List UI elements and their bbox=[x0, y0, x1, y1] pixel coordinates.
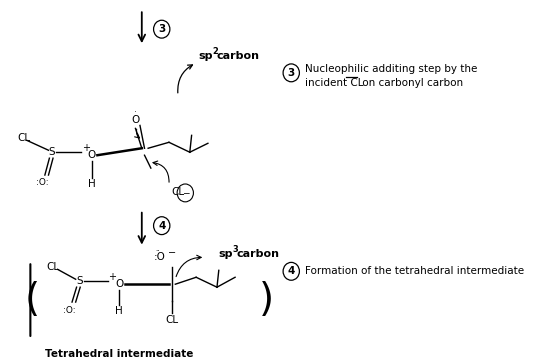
Text: +: + bbox=[108, 272, 116, 282]
Text: 3: 3 bbox=[288, 68, 295, 78]
Text: S: S bbox=[76, 276, 83, 286]
Text: ): ) bbox=[259, 281, 274, 319]
Text: carbon: carbon bbox=[237, 249, 280, 260]
Text: :O:: :O: bbox=[36, 178, 48, 187]
Text: CL: CL bbox=[165, 315, 178, 325]
Text: 4: 4 bbox=[158, 221, 166, 231]
Text: O: O bbox=[88, 150, 96, 160]
Text: 3: 3 bbox=[232, 245, 238, 254]
Text: −: − bbox=[182, 189, 189, 197]
Text: :O:: :O: bbox=[63, 305, 76, 314]
Text: CL: CL bbox=[18, 133, 31, 143]
Text: CL: CL bbox=[47, 262, 60, 272]
Text: Nucleophilic additing step by the: Nucleophilic additing step by the bbox=[305, 64, 477, 74]
Text: 4: 4 bbox=[288, 266, 295, 276]
Text: Formation of the tetrahedral intermediate: Formation of the tetrahedral intermediat… bbox=[305, 266, 524, 276]
Text: 3: 3 bbox=[158, 24, 165, 34]
Text: incident CL: incident CL bbox=[305, 78, 363, 88]
Text: carbon: carbon bbox=[217, 51, 260, 61]
Text: O: O bbox=[131, 115, 140, 126]
Text: sp: sp bbox=[219, 249, 233, 260]
Text: H: H bbox=[115, 306, 123, 316]
Text: sp: sp bbox=[199, 51, 213, 61]
Text: H: H bbox=[88, 179, 96, 189]
Text: ··: ·· bbox=[155, 249, 160, 254]
Text: :: : bbox=[134, 109, 137, 118]
Text: 2: 2 bbox=[212, 47, 218, 55]
Text: Tetrahedral intermediate: Tetrahedral intermediate bbox=[45, 349, 193, 359]
Text: CL: CL bbox=[172, 187, 185, 197]
Text: (: ( bbox=[24, 281, 40, 319]
Text: +: + bbox=[81, 143, 90, 153]
Text: S: S bbox=[49, 147, 55, 157]
Text: on carbonyl carbon: on carbonyl carbon bbox=[359, 78, 463, 88]
Text: O: O bbox=[115, 279, 124, 289]
Text: −: − bbox=[168, 249, 176, 258]
Text: :O: :O bbox=[154, 252, 166, 262]
